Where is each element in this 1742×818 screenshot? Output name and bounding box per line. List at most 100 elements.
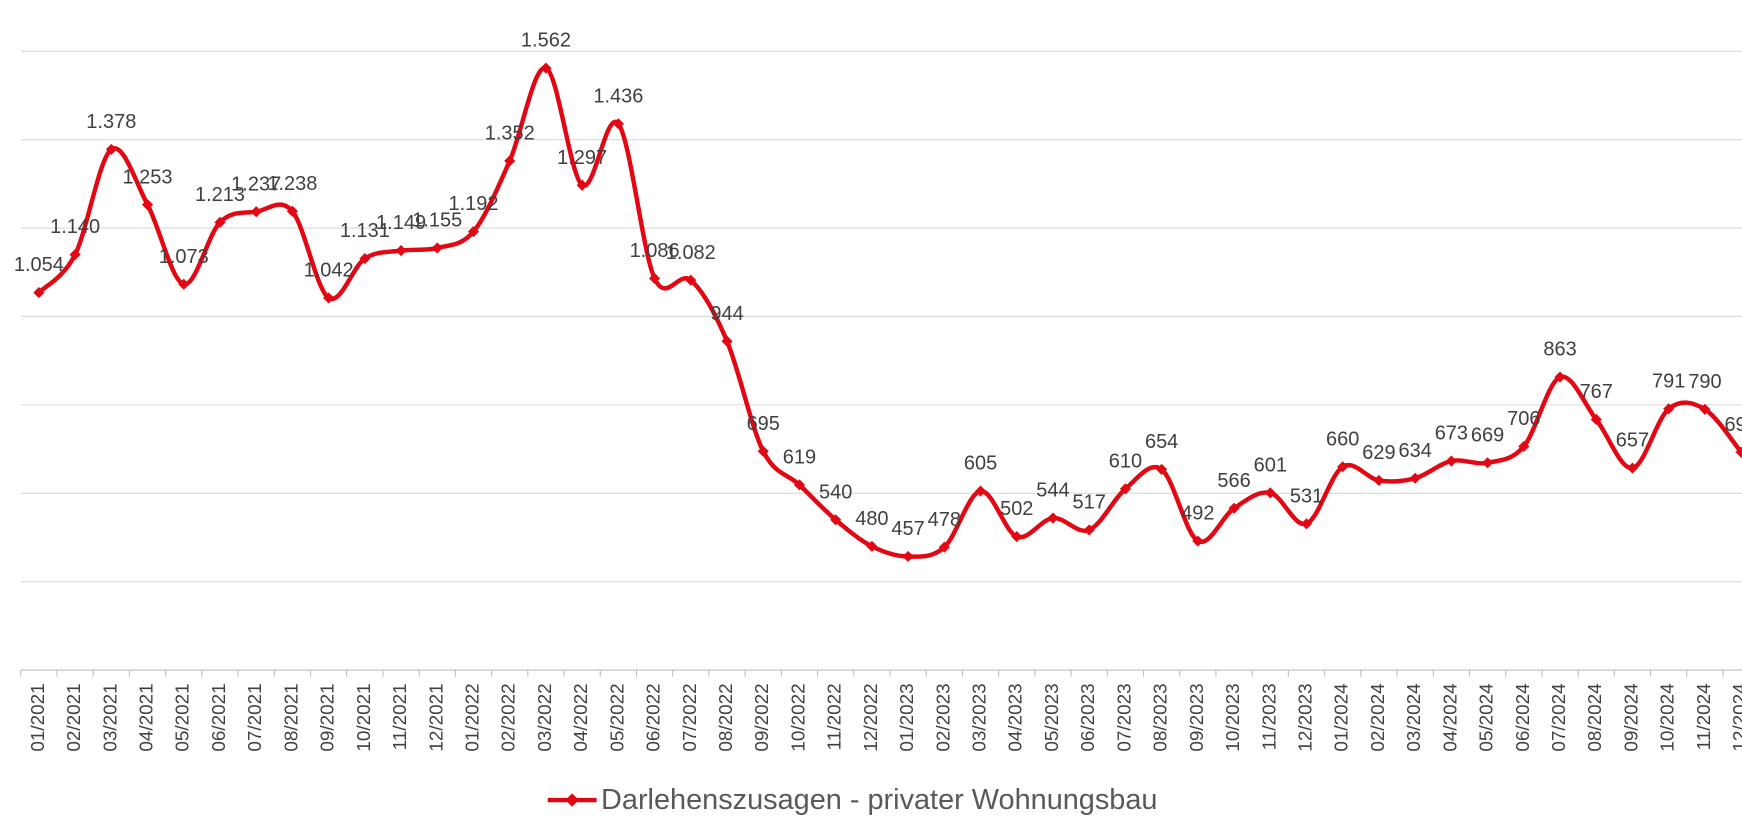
x-tick-label: 12/2022 [861,683,882,751]
x-tick-label: 11/2021 [390,683,411,750]
x-tick-label: 10/2022 [788,683,809,751]
x-tick-label: 01/2021 [28,683,49,751]
data-point [286,205,298,217]
x-tick-label: 09/2023 [1187,683,1208,751]
data-label: 1.192 [448,193,498,215]
x-tick-label: 08/2023 [1151,683,1172,751]
x-tick-label: 06/2022 [644,683,665,751]
x-tick-label: 07/2021 [245,683,266,751]
data-point [721,335,733,347]
data-label: 1.140 [50,216,100,238]
x-tick-label: 03/2021 [100,683,121,751]
data-label: 629 [1362,442,1395,464]
data-label: 693 [1724,414,1742,436]
data-point [1047,512,1059,524]
x-tick-label: 01/2024 [1332,683,1353,751]
legend-marker [565,793,579,807]
data-label: 492 [1181,503,1214,525]
x-tick-label: 03/2024 [1404,683,1425,751]
data-label: 1.352 [485,123,535,145]
data-label: 673 [1435,423,1468,445]
data-point [1663,403,1675,415]
x-tick-label: 09/2022 [752,683,773,751]
x-tick-label: 05/2024 [1477,683,1498,751]
data-point [1699,403,1711,415]
x-tick-label: 11/2023 [1259,683,1280,750]
data-label: 1.086 [630,240,680,262]
data-label: 517 [1073,492,1106,514]
data-label: 660 [1326,428,1359,450]
data-point [431,242,443,254]
x-tick-label: 12/2024 [1730,683,1742,751]
data-point [1518,440,1530,452]
x-tick-label: 05/2023 [1042,683,1063,751]
x-tick-label: 02/2021 [64,683,85,751]
data-point [1409,472,1421,484]
data-point [1373,474,1385,487]
x-tick-label: 01/2023 [897,683,918,751]
data-label: 457 [891,518,924,540]
x-tick-label: 04/2021 [137,683,158,751]
x-tick-label: 02/2022 [499,683,520,751]
data-label: 669 [1471,424,1504,446]
x-tick-label: 11/2024 [1694,683,1715,750]
data-point [504,155,516,167]
legend-label: Darlehenszusagen - privater Wohnungsbau [601,784,1157,816]
x-tick-label: 02/2023 [933,683,954,751]
x-tick-label: 06/2024 [1513,683,1534,751]
x-tick-label: 09/2024 [1621,683,1642,751]
data-point [1083,524,1095,536]
x-tick-label: 10/2023 [1223,683,1244,751]
data-label: 1.378 [86,111,136,133]
data-label: 790 [1688,371,1721,393]
data-point [1264,487,1276,499]
data-label: 654 [1145,431,1178,453]
data-label: 634 [1398,440,1431,462]
data-label: 695 [747,413,780,435]
data-label: 619 [783,446,816,468]
x-tick-label: 03/2022 [535,683,556,751]
data-label: 502 [1000,498,1033,520]
data-label: 1.436 [593,85,643,107]
x-tick-label: 04/2022 [571,683,592,751]
data-label: 601 [1254,454,1287,476]
data-label: 1.237 [231,173,281,195]
data-point [1300,518,1313,530]
data-line [37,65,1742,559]
data-point [359,253,371,265]
x-tick-label: 08/2021 [281,683,302,751]
data-label: 610 [1109,450,1142,472]
data-point [866,540,878,552]
data-point [685,274,697,286]
x-tick-label: 04/2023 [1006,683,1027,751]
x-tick-label: 07/2022 [680,683,701,751]
data-point [1156,463,1168,475]
x-tick-label: 11/2022 [825,683,846,750]
data-point [395,245,407,257]
data-point [250,206,262,218]
x-tick-label: 10/2021 [354,683,375,751]
data-label: 1.253 [123,166,173,188]
data-point [1445,455,1457,467]
data-label: 1.213 [195,184,245,206]
data-label: 944 [710,303,743,325]
x-tick-label: 07/2023 [1114,683,1135,751]
x-tick-label: 04/2024 [1440,683,1461,751]
x-tick-label: 07/2024 [1549,683,1570,751]
x-tick-label: 06/2023 [1078,683,1099,751]
data-label: 1.149 [376,212,426,234]
x-tick-label: 08/2022 [716,683,737,751]
x-tick-label: 02/2024 [1368,683,1389,751]
data-point [467,226,480,238]
data-label: 566 [1217,470,1250,492]
data-label: 605 [964,453,997,475]
x-tick-label: 03/2023 [970,683,991,751]
data-label: 540 [819,481,852,503]
data-label: 1.042 [304,260,354,282]
data-point [1482,457,1494,469]
data-label: 1.054 [14,254,64,276]
data-label: 544 [1036,480,1069,502]
data-point [33,287,45,299]
x-tick-label: 01/2022 [462,683,483,751]
